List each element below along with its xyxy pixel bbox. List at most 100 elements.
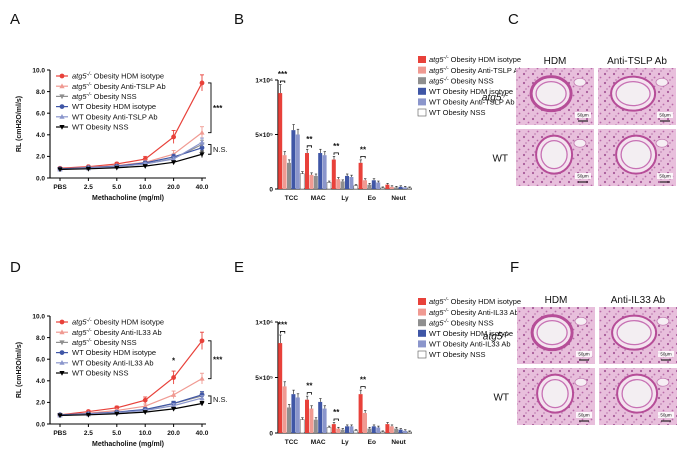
panel-letter-e: E xyxy=(234,259,244,276)
line-chart-a: 0.0 2.0 4.0 6.0 8.0 10.0 PBS 2.5 5.0 10.0 20.0 40.0… xyxy=(16,67,228,202)
sig-label: N.S. xyxy=(213,145,228,154)
airway-lumen xyxy=(535,81,567,107)
y-tick-label: 0 xyxy=(269,186,273,193)
legend-label: atg5-/- Obesity HDM isotype xyxy=(429,297,521,306)
legend-label: WT Obesity Anti-IL33 Ab xyxy=(72,358,154,367)
y-tick-label: 4.0 xyxy=(36,378,45,385)
scale-label-bg xyxy=(575,112,591,118)
y-tick-label: 10.0 xyxy=(32,67,45,74)
data-point xyxy=(114,165,120,171)
bar xyxy=(398,186,403,189)
series-line xyxy=(59,340,203,416)
sig-bracket xyxy=(208,395,212,404)
scale-label-bg xyxy=(575,173,591,179)
bar xyxy=(295,397,300,433)
y-tick-label: 2.0 xyxy=(36,400,45,407)
bar xyxy=(358,394,363,433)
bar xyxy=(287,407,291,433)
legend-marker xyxy=(59,350,65,355)
airway-lumen xyxy=(536,319,568,346)
series-line xyxy=(59,153,203,170)
scale-label: 50μm xyxy=(578,413,590,418)
sig-bracket xyxy=(208,340,212,380)
y-tick-label: 6.0 xyxy=(36,111,45,118)
bar xyxy=(345,175,349,189)
sig-label: *** xyxy=(213,356,223,365)
bar xyxy=(291,394,296,433)
legend-marker xyxy=(59,125,65,130)
y-tick-label: 0.0 xyxy=(36,175,45,182)
bar xyxy=(345,426,349,433)
data-point xyxy=(171,156,177,162)
legend-label: WT Obesity NSS xyxy=(429,108,486,117)
x-tick-label: Eo xyxy=(368,195,376,202)
x-tick-label: Neut xyxy=(391,439,406,446)
y-tick-label: 0 xyxy=(269,430,273,437)
legend-label: WT Obesity HDM isotype xyxy=(72,348,156,357)
data-point xyxy=(171,375,177,380)
data-point xyxy=(199,395,205,401)
bar xyxy=(385,184,390,189)
airway-lumen xyxy=(615,81,651,107)
legend-swatch xyxy=(418,66,426,74)
legend-label: atg5-/- Obesity HDM isotype xyxy=(72,72,164,81)
vessel xyxy=(655,138,669,148)
series-4 xyxy=(57,394,205,418)
bar xyxy=(407,431,412,434)
sig-label: N.S. xyxy=(213,395,228,404)
data-point xyxy=(171,406,177,412)
data-point xyxy=(171,160,177,166)
legend-marker xyxy=(59,360,65,365)
series-5 xyxy=(57,150,205,173)
legend-label: atg5-/- xyxy=(483,331,510,343)
data-point xyxy=(85,412,91,418)
bar xyxy=(389,186,394,189)
legend-label: WT Obesity NSS xyxy=(72,123,129,132)
histology-image: 50μm xyxy=(598,68,676,125)
scale-label-bg xyxy=(658,351,674,357)
legend-swatch xyxy=(418,298,426,305)
bar xyxy=(403,430,407,433)
legend-label: WT Obesity Anti-IL33 Ab xyxy=(429,340,511,349)
x-axis-label: Methacholine (mg/ml) xyxy=(92,195,164,202)
legend-label: atg5-/- Obesity Anti-TSLP Ab xyxy=(429,66,523,75)
scale-label-bg xyxy=(657,112,673,118)
x-tick-label: MAC xyxy=(311,439,326,446)
sig-label: *** xyxy=(278,320,288,329)
histology-image: 50μm xyxy=(516,129,594,186)
bar xyxy=(278,93,283,189)
data-point xyxy=(114,411,120,417)
legend-label: WT Obesity NSS xyxy=(72,369,129,378)
histology-column-title: Anti-TSLP Ab xyxy=(607,56,667,67)
bar xyxy=(313,175,318,189)
histology-image: 50μm xyxy=(598,129,676,186)
bar-chart-b: 0 5×10⁵ 1×10⁶ TCC *** MAC ** Ly ** Eo ** Neut atg5-/… xyxy=(255,55,522,202)
series-line xyxy=(59,141,203,170)
x-tick-label: 10.0 xyxy=(139,430,152,437)
data-point xyxy=(199,145,205,151)
bar xyxy=(385,424,390,433)
vessel xyxy=(573,138,587,148)
bar xyxy=(349,177,354,189)
x-tick-label: TCC xyxy=(285,439,299,446)
legend-marker xyxy=(59,329,65,335)
x-axis-label: Methacholine (mg/ml) xyxy=(92,441,164,448)
legend-label: WT Obesity NSS xyxy=(429,350,486,359)
x-tick-label: Neut xyxy=(391,195,406,202)
airway-lumen xyxy=(621,378,653,409)
legend-label: atg5-/- Obesity NSS xyxy=(72,338,137,347)
bar xyxy=(363,413,367,433)
panel-letter-a: A xyxy=(10,11,20,28)
sig-label: ** xyxy=(306,135,313,144)
legend-marker xyxy=(59,114,65,119)
sig-label: ** xyxy=(333,142,340,151)
x-tick-label: 5.0 xyxy=(112,184,121,191)
series-5 xyxy=(57,400,205,419)
x-tick-label: PBS xyxy=(53,184,67,191)
bar xyxy=(394,187,399,189)
legend-swatch xyxy=(417,350,427,359)
vessel xyxy=(573,77,587,87)
bar xyxy=(322,408,327,433)
histology-image: 50μm xyxy=(599,307,677,364)
